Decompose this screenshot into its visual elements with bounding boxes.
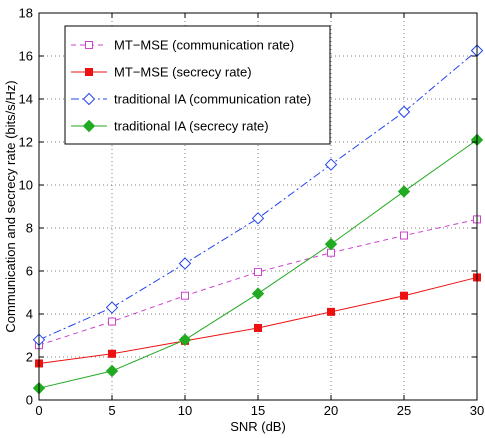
- legend-box: [64, 25, 331, 145]
- data-point: [181, 291, 189, 300]
- data-point: [400, 291, 408, 300]
- x-tick-label: 20: [324, 403, 338, 418]
- legend: MT−MSE (communication rate) MT−MSE (secre…: [64, 25, 331, 145]
- data-point: [324, 158, 338, 171]
- legend-marker: [85, 41, 93, 49]
- data-point: [108, 349, 116, 358]
- legend-item: MT−MSE (communication rate): [71, 38, 294, 53]
- y-tick-label: 2: [26, 350, 33, 365]
- legend-marker: [82, 92, 96, 106]
- data-point: [105, 364, 119, 378]
- legend-label: MT−MSE (communication rate): [114, 38, 294, 53]
- data-point: [178, 333, 192, 347]
- data-point: [400, 231, 408, 240]
- data-point: [251, 212, 265, 225]
- y-tick-label: 18: [19, 6, 33, 21]
- y-tick-label: 0: [26, 393, 33, 408]
- legend-marker: [85, 68, 93, 76]
- legend-item: MT−MSE (secrecy rate): [71, 65, 252, 80]
- axis-ticks: 0 5 10 15 20 25 30 0 2 4 6 8 10 12 14 16 18: [19, 6, 485, 419]
- legend-label: traditional IA (secrecy rate): [114, 119, 269, 134]
- y-tick-label: 16: [19, 49, 33, 64]
- data-point: [254, 268, 262, 277]
- x-axis-label: SNR (dB): [230, 419, 286, 434]
- data-point: [105, 301, 119, 314]
- x-tick-label: 10: [178, 403, 192, 418]
- y-tick-label: 8: [26, 221, 33, 236]
- x-tick-label: 15: [251, 403, 265, 418]
- legend-item: traditional IA (communication rate): [71, 92, 311, 107]
- legend-item: traditional IA (secrecy rate): [71, 119, 269, 134]
- y-axis-label: Communication and secrecy rate (bits/s/H…: [3, 80, 18, 332]
- data-point: [108, 317, 116, 326]
- series-4: [32, 133, 484, 395]
- data-point: [178, 257, 192, 270]
- x-tick-label: 5: [108, 403, 115, 418]
- data-point: [327, 307, 335, 316]
- legend-label: traditional IA (communication rate): [114, 92, 311, 107]
- data-point: [251, 287, 265, 300]
- y-tick-label: 6: [26, 264, 33, 279]
- y-tick-label: 14: [19, 92, 33, 107]
- data-point: [397, 105, 411, 119]
- data-point: [397, 185, 411, 198]
- x-tick-label: 0: [35, 403, 42, 418]
- x-tick-label: 30: [470, 403, 484, 418]
- y-tick-label: 12: [19, 135, 33, 150]
- legend-label: MT−MSE (secrecy rate): [114, 65, 252, 80]
- legend-marker: [82, 119, 96, 133]
- y-tick-label: 10: [19, 178, 33, 193]
- data-point: [324, 237, 338, 251]
- y-tick-label: 4: [26, 307, 33, 322]
- x-tick-label: 25: [397, 403, 411, 418]
- data-point: [254, 323, 262, 332]
